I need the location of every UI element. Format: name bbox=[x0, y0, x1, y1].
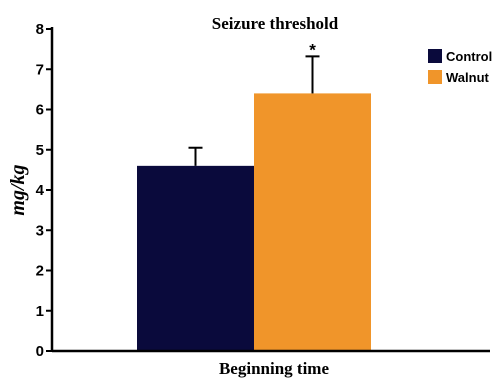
x-axis-label: Beginning time bbox=[219, 359, 329, 378]
y-tick-label: 4 bbox=[36, 182, 45, 199]
y-tick-label: 6 bbox=[36, 102, 44, 119]
bars bbox=[137, 93, 371, 352]
legend-label-control: Control bbox=[446, 49, 492, 64]
y-tick-label: 0 bbox=[36, 343, 44, 360]
y-axis-label: mg/kg bbox=[7, 164, 29, 215]
error-bars: * bbox=[188, 40, 320, 166]
y-tick-label: 3 bbox=[36, 222, 44, 239]
legend-swatch-control bbox=[428, 49, 442, 63]
y-axis-ticks: 0 1 2 3 4 5 6 7 8 bbox=[36, 21, 52, 360]
y-tick-label: 8 bbox=[36, 21, 44, 38]
bar-control bbox=[137, 165, 254, 351]
legend-label-walnut: Walnut bbox=[446, 70, 490, 85]
legend-swatch-walnut bbox=[428, 70, 442, 84]
y-tick-label: 1 bbox=[36, 303, 44, 320]
bar-walnut bbox=[254, 93, 371, 352]
y-tick-label: 2 bbox=[36, 263, 44, 280]
chart-title: Seizure threshold bbox=[212, 14, 339, 33]
y-tick-label: 5 bbox=[36, 142, 44, 159]
y-tick-label: 7 bbox=[36, 61, 44, 78]
significance-marker: * bbox=[309, 40, 316, 59]
legend: Control Walnut bbox=[428, 49, 492, 85]
